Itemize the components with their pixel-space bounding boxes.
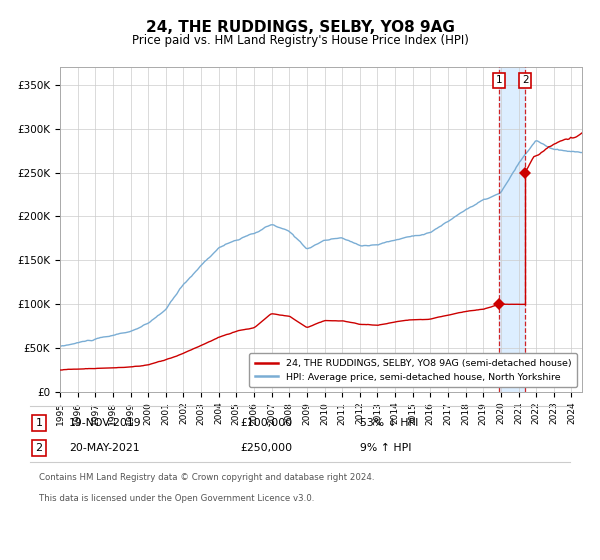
Text: £250,000: £250,000 [240,443,292,453]
Text: £100,000: £100,000 [240,418,292,428]
Bar [499,67,525,392]
Legend: 24, THE RUDDINGS, SELBY, YO8 9AG (semi-detached house), HPI: Average price, semi: 24, THE RUDDINGS, SELBY, YO8 9AG (semi-d… [249,353,577,388]
Text: Price paid vs. HM Land Registry's House Price Index (HPI): Price paid vs. HM Land Registry's House … [131,34,469,46]
Text: 2: 2 [522,76,529,85]
Text: This data is licensed under the Open Government Licence v3.0.: This data is licensed under the Open Gov… [39,494,314,503]
Text: 9% ↑ HPI: 9% ↑ HPI [360,443,412,453]
Text: 20-MAY-2021: 20-MAY-2021 [69,443,140,453]
Text: 1: 1 [496,76,502,85]
Text: 53% ↓ HPI: 53% ↓ HPI [360,418,418,428]
Text: 2: 2 [35,443,43,453]
Text: 19-NOV-2019: 19-NOV-2019 [69,418,142,428]
Text: Contains HM Land Registry data © Crown copyright and database right 2024.: Contains HM Land Registry data © Crown c… [39,473,374,482]
Text: 24, THE RUDDINGS, SELBY, YO8 9AG: 24, THE RUDDINGS, SELBY, YO8 9AG [146,20,454,35]
Text: 1: 1 [35,418,43,428]
